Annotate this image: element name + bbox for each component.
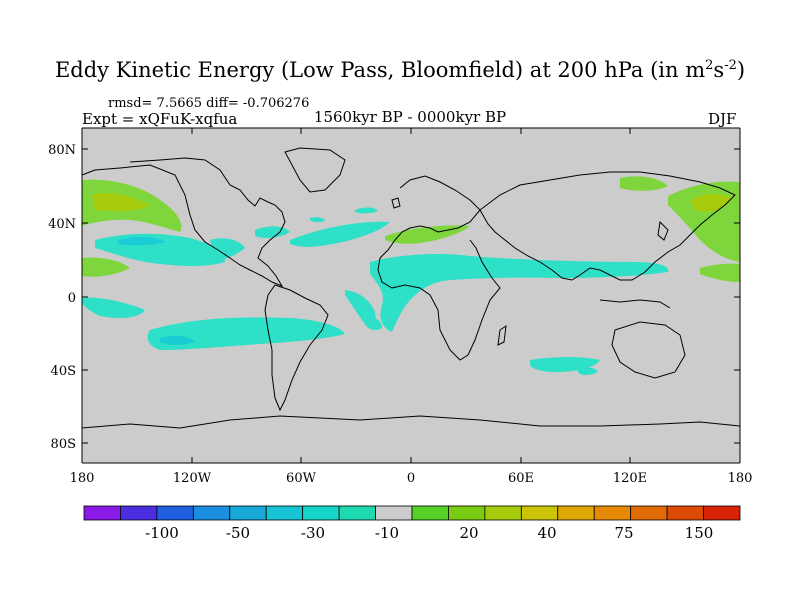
lat-label: 40S [51, 364, 76, 379]
coastlines [81, 147, 741, 429]
colorbar-label: 75 [614, 524, 633, 542]
colorbar-box [265, 505, 304, 521]
colorbar-label: -30 [301, 524, 325, 542]
experiment-label: Expt = xQFuK-xqfua [82, 110, 238, 128]
colorbar-box [120, 505, 158, 521]
colorbar [83, 505, 741, 521]
colorbar-box [375, 505, 413, 521]
colorbar-label: 150 [685, 524, 714, 542]
colorbar-box [192, 505, 231, 521]
period-label: 1560kyr BP - 0000kyr BP [313, 108, 507, 126]
plot-title: Eddy Kinetic Energy (Low Pass, Bloomfiel… [54, 58, 746, 82]
lon-label: 180 [70, 471, 95, 486]
colorbar-box [302, 505, 340, 521]
colorbar-label: -50 [226, 524, 250, 542]
colorbar-label: -10 [375, 524, 399, 542]
lon-label: 120W [173, 471, 212, 486]
season-label: DJF [708, 110, 737, 128]
colorbar-box [593, 505, 632, 521]
colorbar-box [557, 505, 595, 521]
colorbar-box [484, 505, 522, 521]
lat-label: 80N [48, 143, 76, 158]
colorbar-box [83, 505, 121, 521]
colorbar-box [338, 505, 376, 521]
longitude-labels: 180 120W 60W 0 60E 120E 180 [70, 471, 753, 486]
colorbar-label: 20 [459, 524, 478, 542]
colorbar-box [520, 505, 559, 521]
latitude-labels: 80N 40N 0 40S 80S [48, 143, 76, 452]
lon-label: 60W [286, 471, 317, 486]
colorbar-box [448, 505, 486, 521]
stats-text: rmsd= 7.5665 diff= -0.706276 [108, 96, 310, 111]
axis-ticks [81, 127, 741, 464]
colorbar-label: 40 [537, 524, 556, 542]
negative-anomaly-areas [82, 207, 669, 375]
colorbar-labels: -100 -50 -30 -10 20 40 75 150 [145, 524, 713, 542]
colorbar-box [229, 505, 267, 521]
colorbar-box [666, 505, 704, 521]
colorbar-box [156, 505, 194, 521]
lon-label: 120E [613, 471, 647, 486]
colorbar-box [411, 505, 449, 521]
colorbar-box [703, 505, 741, 521]
lon-label: 180 [728, 471, 753, 486]
colorbar-label: -100 [145, 524, 179, 542]
lat-label: 40N [48, 217, 76, 232]
lon-label: 0 [407, 471, 415, 486]
lat-label: 80S [51, 437, 76, 452]
colorbar-box [630, 505, 668, 521]
lon-label: 60E [508, 471, 534, 486]
lat-label: 0 [68, 291, 76, 306]
